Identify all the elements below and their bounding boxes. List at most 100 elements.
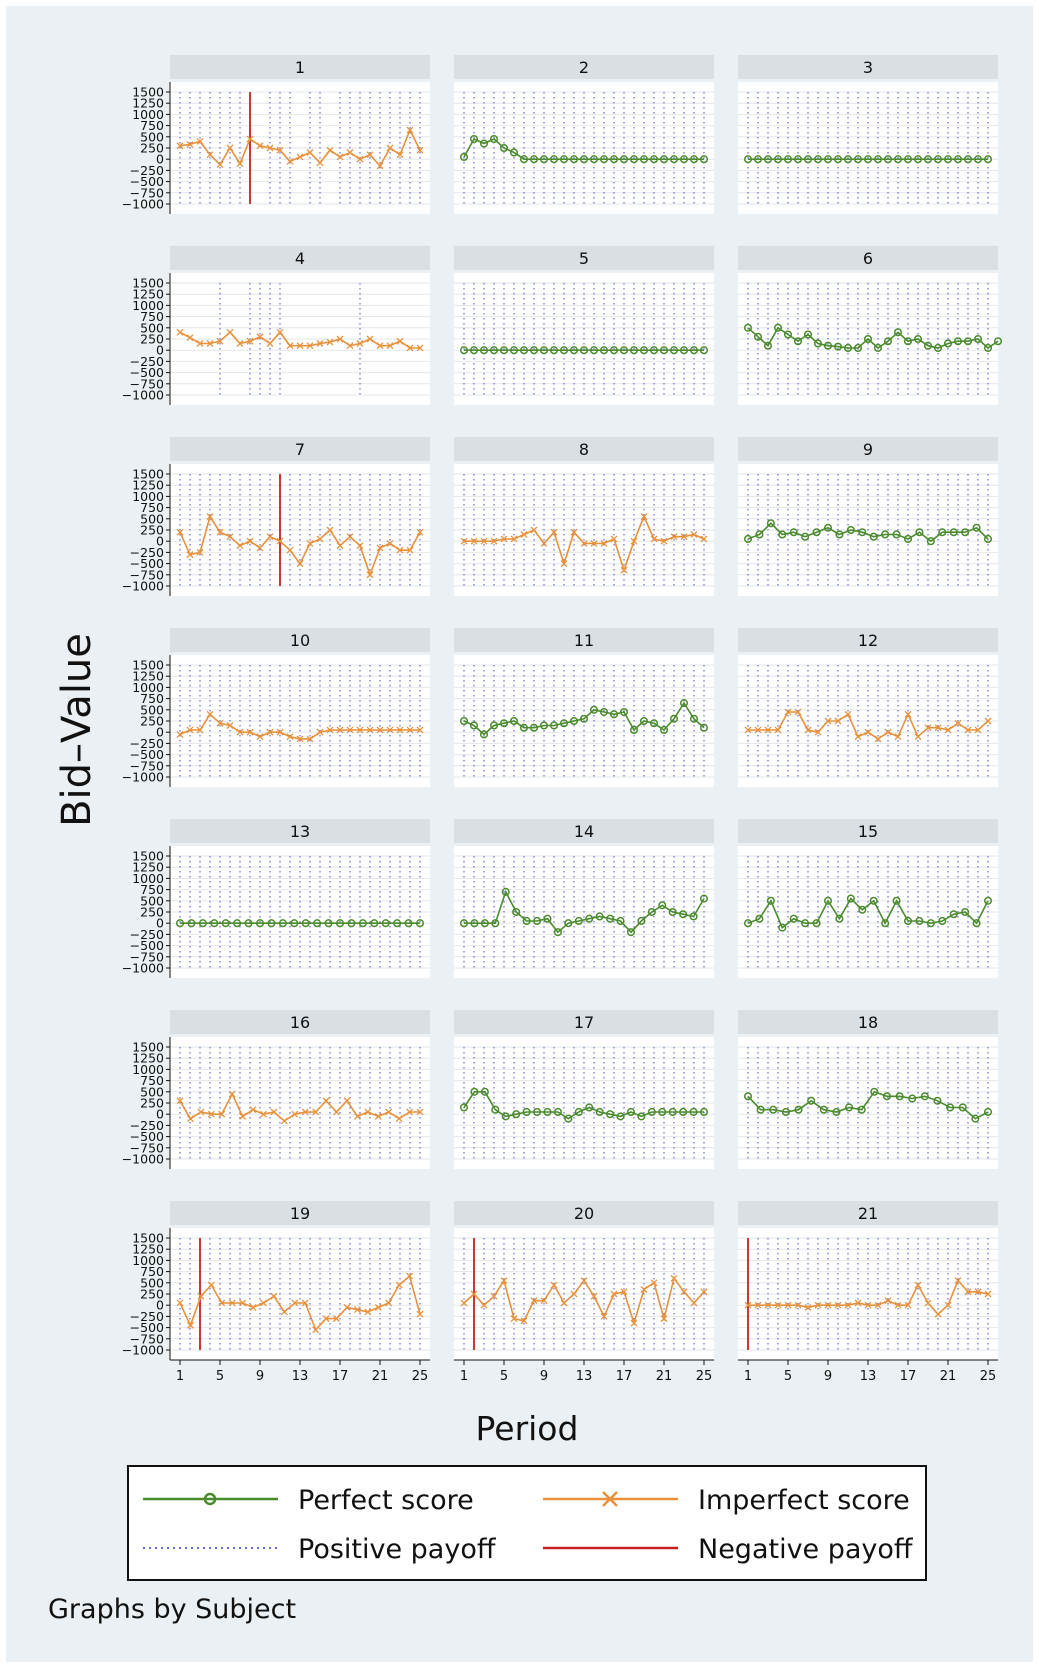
data-point <box>276 328 284 336</box>
data-point <box>794 1105 803 1114</box>
y-tick-label: 1250 <box>132 669 164 684</box>
data-point <box>689 912 698 921</box>
data-point <box>944 726 952 734</box>
data-point <box>186 726 194 734</box>
data-point <box>590 539 598 547</box>
x-tick-label: 13 <box>860 1369 877 1384</box>
data-point <box>459 152 469 162</box>
data-point <box>819 1105 828 1114</box>
data-point <box>858 528 867 537</box>
data-point <box>763 155 773 164</box>
y-tick-label: −500 <box>130 1129 164 1144</box>
data-point <box>610 535 618 543</box>
data-point <box>326 526 334 534</box>
data-point <box>812 528 821 537</box>
panel-title: 17 <box>574 1013 594 1032</box>
data-point <box>206 340 214 347</box>
series-line <box>747 522 989 543</box>
data-point <box>784 1301 792 1309</box>
panel-header <box>454 437 714 461</box>
data-point <box>854 733 862 741</box>
data-point <box>376 726 384 734</box>
data-point <box>812 919 821 928</box>
data-point <box>973 155 983 164</box>
data-point <box>196 340 204 347</box>
data-point <box>863 334 873 344</box>
data-point <box>236 728 244 736</box>
y-tick-label: −250 <box>130 1309 164 1324</box>
data-point <box>589 346 599 355</box>
data-point <box>236 340 244 347</box>
data-point <box>216 719 224 727</box>
y-tick-label: 750 <box>140 882 164 897</box>
data-point <box>690 531 698 538</box>
panel-2: 2 <box>454 55 714 214</box>
y-tick-label: 0 <box>156 1298 164 1313</box>
series-line <box>747 1090 989 1120</box>
data-point <box>699 346 709 355</box>
data-point <box>266 533 274 541</box>
data-point <box>291 1110 299 1118</box>
data-point <box>500 1277 508 1285</box>
data-point <box>346 342 354 350</box>
data-point <box>301 919 310 928</box>
y-tick-label: 1500 <box>132 1040 164 1055</box>
panel-header <box>738 437 998 461</box>
data-point <box>629 155 639 164</box>
data-point <box>983 155 993 164</box>
legend-box <box>127 1465 927 1581</box>
data-point <box>519 155 529 164</box>
data-point <box>364 1308 372 1316</box>
data-point <box>609 346 619 355</box>
data-point <box>539 346 549 355</box>
data-point <box>459 1103 469 1112</box>
panel-header <box>738 55 998 79</box>
panel-header <box>738 628 998 652</box>
data-point <box>406 344 414 352</box>
data-point <box>915 528 924 537</box>
y-tick-label: −500 <box>130 747 164 762</box>
data-point <box>366 571 374 579</box>
data-point <box>784 708 792 716</box>
data-point <box>207 1281 215 1289</box>
data-point <box>639 155 649 164</box>
y-tick-label: −250 <box>130 927 164 942</box>
data-point <box>306 342 314 350</box>
data-point <box>961 528 970 537</box>
panel-header <box>454 628 714 652</box>
data-point <box>803 330 813 339</box>
data-point <box>753 332 763 341</box>
data-point <box>255 919 265 928</box>
panel-title: 13 <box>290 822 310 841</box>
data-point <box>679 699 689 708</box>
y-tick-label: 1000 <box>132 871 164 886</box>
panel-15: 15 <box>738 819 998 978</box>
data-point <box>316 535 324 543</box>
data-point <box>639 716 649 726</box>
data-point <box>343 1097 351 1105</box>
series-line <box>463 1091 704 1120</box>
data-point <box>564 1114 573 1123</box>
data-point <box>753 155 763 164</box>
data-point <box>459 716 469 726</box>
data-point <box>763 341 773 350</box>
data-point <box>789 914 798 923</box>
data-point <box>963 155 973 164</box>
data-point <box>774 1301 782 1309</box>
x-tick-label: 5 <box>784 1369 792 1384</box>
data-point <box>755 530 764 539</box>
y-tick-label: 500 <box>140 320 164 335</box>
data-point <box>824 717 832 725</box>
data-point <box>699 723 709 732</box>
data-point <box>296 735 304 743</box>
data-point <box>312 1108 320 1116</box>
data-point <box>589 705 599 714</box>
data-point <box>480 537 488 545</box>
y-tick-label: 1500 <box>132 658 164 673</box>
data-point <box>954 1277 962 1285</box>
data-point <box>256 142 264 150</box>
data-point <box>689 346 699 355</box>
y-tick-label: 500 <box>140 1084 164 1099</box>
data-point <box>679 346 689 355</box>
